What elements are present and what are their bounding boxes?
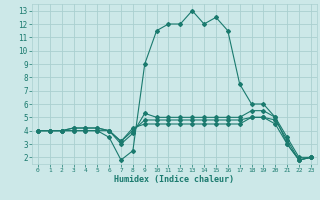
X-axis label: Humidex (Indice chaleur): Humidex (Indice chaleur) (115, 175, 234, 184)
